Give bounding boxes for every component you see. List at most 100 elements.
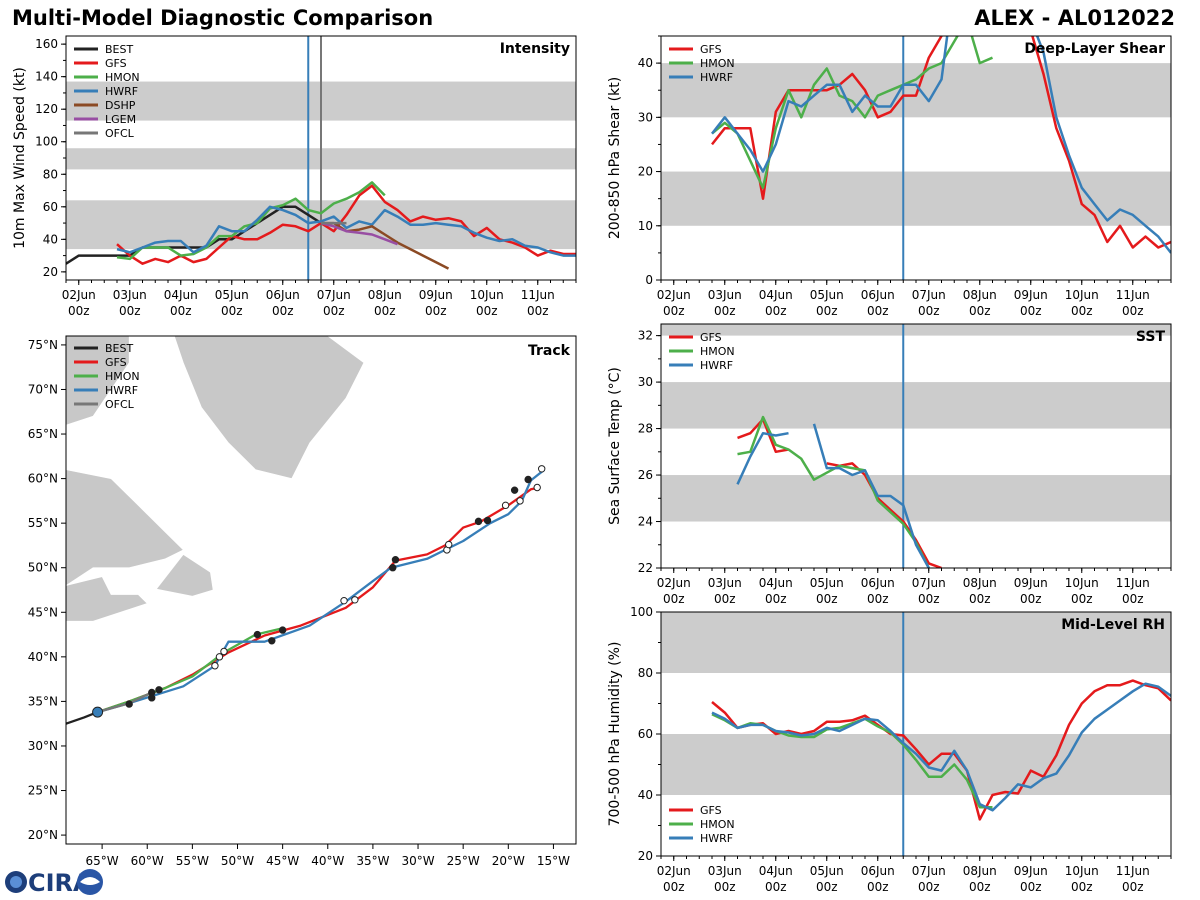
y-tick-label: 24	[638, 515, 653, 529]
shaded-band	[661, 324, 1171, 336]
panel-title: Deep-Layer Shear	[1024, 41, 1165, 57]
x-tick-label-hour: 00z	[323, 304, 345, 318]
x-tick-label-hour: 00z	[816, 880, 838, 894]
track-marker	[340, 596, 348, 605]
track-marker	[391, 555, 400, 564]
x-tick-label-day: 06Jun	[861, 288, 895, 302]
x-tick-label-day: 02Jun	[657, 864, 691, 878]
rh-panel: 20 40 60 80 100 02Jun 00z 03Jun 00z 04Jun 00z 05Jun…	[607, 605, 1172, 894]
series-line-hwrf	[711, 682, 1171, 812]
y-tick-label: 160	[35, 37, 58, 51]
x-tick-label-hour: 00z	[221, 304, 243, 318]
sst-panel: 22 24 26 28 30 32 02Jun 00z 03Jun 00z 04Jun 00z 05Ju…	[607, 323, 1172, 606]
y-tick-label: 20	[43, 265, 58, 279]
y-tick-label: 0	[645, 273, 653, 287]
series-line-gfs	[711, 679, 1171, 821]
shear-panel: 0 10 20 30 40 02Jun 00z 03Jun 00z 04Jun 00z 05Jun 00…	[607, 35, 1172, 318]
x-tick-label-hour: 00z	[663, 592, 685, 606]
x-tick-label-day: 03Jun	[113, 288, 147, 302]
x-tick-label-hour: 00z	[714, 592, 736, 606]
panel-title: Intensity	[500, 41, 570, 57]
track-marker	[220, 647, 228, 656]
x-tick-label-day: 08Jun	[963, 288, 997, 302]
x-tick-label: 65°W	[86, 854, 119, 868]
x-tick-label-hour: 00z	[1071, 592, 1093, 606]
track-marker	[501, 501, 510, 510]
x-tick-label-day: 04Jun	[759, 864, 793, 878]
intensity-plot-area	[66, 36, 576, 280]
legend-label: BEST	[105, 342, 133, 355]
y-tick-label: 20	[638, 165, 653, 179]
x-tick-label: 15°W	[537, 854, 570, 868]
panel-title: Track	[528, 343, 571, 359]
series-line-hwrf	[736, 431, 789, 485]
legend-label: HMON	[700, 57, 735, 70]
y-tick-label: 22	[638, 561, 653, 575]
land-us-coast	[66, 621, 67, 649]
x-tick-label-day: 03Jun	[708, 864, 742, 878]
x-tick-label-hour: 00z	[1071, 304, 1093, 318]
track-line-gfs	[97, 486, 541, 714]
x-tick-label-day: 07Jun	[912, 288, 946, 302]
x-tick-label-day: 06Jun	[861, 576, 895, 590]
legend-label: HWRF	[700, 359, 733, 372]
y-tick-label: 40	[638, 56, 653, 70]
x-tick-label-hour: 00z	[918, 880, 940, 894]
track-marker	[92, 706, 104, 718]
x-tick-label-hour: 00z	[1020, 592, 1042, 606]
x-tick-label: 35°W	[356, 854, 389, 868]
x-tick-label: 20°W	[492, 854, 525, 868]
x-tick-label: 40°W	[311, 854, 344, 868]
legend-label: HWRF	[700, 832, 733, 845]
track-marker	[510, 486, 519, 494]
y-tick-label: 25°N	[28, 784, 58, 798]
x-tick-label: 45°W	[266, 854, 299, 868]
storm-name: ALEX - AL012022	[974, 6, 1175, 30]
y-tick-label: 75°N	[28, 338, 58, 352]
x-tick-label-hour: 00z	[918, 304, 940, 318]
x-tick-label-day: 07Jun	[912, 864, 946, 878]
y-axis-label: Sea Surface Temp (°C)	[607, 367, 623, 525]
track-marker	[516, 497, 524, 505]
x-tick-label-hour: 00z	[816, 304, 838, 318]
legend-label: LGEM	[105, 113, 136, 126]
x-tick-label-day: 05Jun	[810, 864, 844, 878]
sst-frame	[660, 323, 1172, 569]
x-tick-label-day: 09Jun	[1014, 864, 1048, 878]
y-tick-label: 100	[630, 605, 653, 619]
x-tick-label-day: 11Jun	[1116, 576, 1150, 590]
track-marker	[148, 688, 156, 697]
track-marker	[155, 686, 163, 694]
x-tick-label-hour: 00z	[765, 304, 787, 318]
y-tick-label: 55°N	[28, 516, 58, 530]
x-tick-label-day: 09Jun	[1014, 576, 1048, 590]
x-tick-label-day: 10Jun	[1065, 576, 1099, 590]
legend-label: OFCL	[105, 398, 135, 411]
x-tick-label-hour: 00z	[969, 592, 991, 606]
series-line-lgem	[320, 221, 398, 246]
panel-title: Mid-Level RH	[1061, 617, 1165, 633]
x-tick-label-hour: 00z	[816, 592, 838, 606]
legend-label: GFS	[700, 43, 722, 56]
track-marker	[215, 653, 224, 661]
track-marker	[483, 516, 492, 525]
track-frame	[65, 335, 577, 845]
x-tick-label-day: 11Jun	[1116, 864, 1150, 878]
intensity-panel: 20 40 60 80 100 120 140 160 02Jun 00z 03Jun 00z 04Ju…	[12, 35, 577, 318]
x-tick-label-day: 10Jun	[1065, 864, 1099, 878]
x-tick-label: 55°W	[176, 854, 209, 868]
shear-plot-area	[661, 36, 1171, 280]
x-tick-label-hour: 00z	[374, 304, 396, 318]
x-tick-label: 30°W	[401, 854, 434, 868]
legend-label: GFS	[700, 331, 722, 344]
logo-globe-inner	[10, 876, 22, 888]
shaded-band	[661, 612, 1171, 673]
y-tick-label: 45°N	[28, 605, 58, 619]
series-line-gfs	[826, 462, 942, 568]
x-tick-label-hour: 00z	[918, 592, 940, 606]
track-marker	[533, 483, 541, 492]
y-tick-label: 30	[638, 110, 653, 124]
x-tick-label-day: 10Jun	[1065, 288, 1099, 302]
